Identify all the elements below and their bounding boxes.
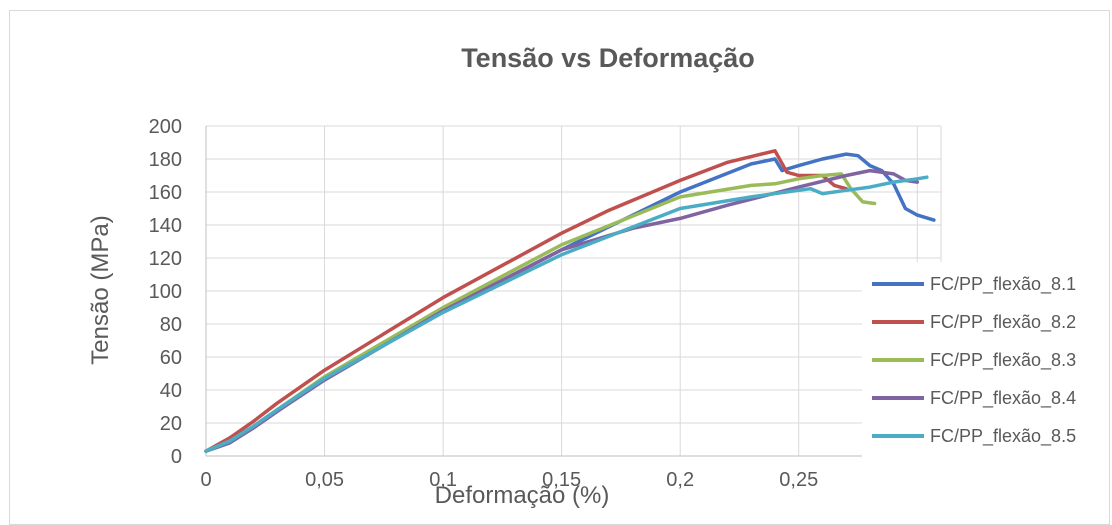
y-tick-label: 100	[149, 281, 182, 303]
y-axis-label: Tensão (MPa)	[87, 215, 114, 364]
series-line-5	[204, 175, 929, 453]
y-tick-label: 140	[149, 215, 182, 237]
y-tick-label: 180	[149, 149, 182, 171]
y-tick-label: 0	[171, 446, 182, 468]
y-tick-label: 60	[160, 347, 182, 369]
legend-label-3: FC/PP_flexão_8.3	[930, 350, 1076, 371]
x-tick-label: 0,2	[666, 469, 694, 491]
legend: FC/PP_flexão_8.1 FC/PP_flexão_8.2 FC/PP_fl…	[862, 262, 1102, 507]
x-tick-label: 0,25	[779, 469, 818, 491]
legend-label-4: FC/PP_flexão_8.4	[930, 388, 1076, 409]
x-tick-label: 0,1	[429, 469, 457, 491]
x-tick-label: 0	[200, 469, 211, 491]
y-tick-label: 200	[149, 116, 182, 138]
line-chart: Tensão vs Deformação 0 20 40 60 80 100 120 140 1…	[87, 43, 1102, 509]
y-tick-label: 20	[160, 413, 182, 435]
x-axis-label: Deformação (%)	[435, 482, 610, 509]
y-tick-label: 120	[149, 248, 182, 270]
legend-label-1: FC/PP_flexão_8.1	[930, 274, 1076, 295]
y-tick-label: 40	[160, 380, 182, 402]
y-tick-label: 160	[149, 182, 182, 204]
y-tick-label: 80	[160, 314, 182, 336]
x-tick-label: 0,15	[542, 469, 581, 491]
legend-label-2: FC/PP_flexão_8.2	[930, 312, 1076, 333]
series-lines	[204, 149, 936, 453]
series-line-3	[204, 172, 877, 453]
legend-background	[862, 262, 1102, 507]
legend-label-5: FC/PP_flexão_8.5	[930, 426, 1076, 447]
series-line-1	[204, 152, 936, 453]
chart-title: Tensão vs Deformação	[461, 43, 755, 73]
axes: 0 20 40 60 80 100 120 140 160 180 200 0 0,05 0,1 0,15 0…	[149, 116, 941, 491]
x-tick-label: 0,05	[305, 469, 344, 491]
